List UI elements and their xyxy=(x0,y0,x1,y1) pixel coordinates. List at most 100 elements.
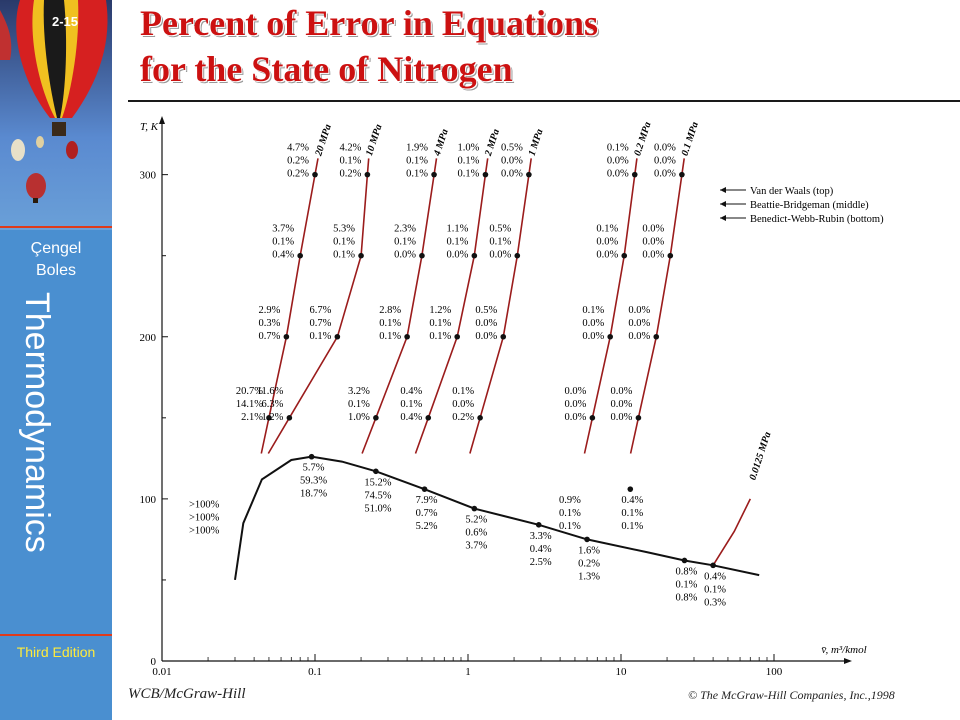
error-value: 0.0% xyxy=(607,169,629,180)
error-label: 0.0% 0.0% 0.0% xyxy=(565,386,587,423)
error-value: 2.8% xyxy=(379,305,401,316)
isobar-label: 0.1 MPa xyxy=(680,121,701,158)
state-point xyxy=(297,252,303,259)
error-value: 0.0% xyxy=(565,399,587,410)
error-value: 0.1% xyxy=(559,521,581,532)
isobar-label: 0.2 MPa xyxy=(632,121,653,158)
error-label: 3.2% 0.1% 1.0% xyxy=(348,386,370,423)
error-label: 4.2% 0.1% 0.2% xyxy=(340,143,362,180)
error-label: 0.4% 0.1% 0.3% xyxy=(704,571,726,608)
error-value: 0.3% xyxy=(259,318,281,329)
error-label: 15.2% 74.5% 51.0% xyxy=(364,477,391,514)
state-point xyxy=(635,415,642,421)
state-point xyxy=(421,486,428,492)
x-tick-label: 1 xyxy=(465,666,471,678)
error-label: 0.5% 0.0% 0.0% xyxy=(501,143,523,180)
error-value: 4.2% xyxy=(340,143,362,154)
error-value: 51.0% xyxy=(364,503,391,514)
error-value: >100% xyxy=(189,500,220,511)
error-value: 0.0% xyxy=(452,399,474,410)
error-value: 0.1% xyxy=(582,305,604,316)
error-label: 6.7% 0.7% 0.1% xyxy=(309,305,331,342)
error-value: 0.7% xyxy=(259,331,281,342)
state-point xyxy=(471,252,478,259)
state-point xyxy=(535,522,542,528)
x-tick-label: 10 xyxy=(616,666,628,678)
error-value: 0.0% xyxy=(642,224,664,235)
error-value: 0.1% xyxy=(333,237,355,248)
error-value: 0.4% xyxy=(272,250,294,261)
error-value: 5.2% xyxy=(465,515,487,526)
state-point xyxy=(373,415,379,421)
error-value: 2.9% xyxy=(259,305,281,316)
error-value: 0.0% xyxy=(654,156,676,167)
error-value: 14.1% xyxy=(236,399,263,410)
error-value: 59.3% xyxy=(300,476,327,487)
error-value: 0.1% xyxy=(394,237,416,248)
error-value: 0.2% xyxy=(578,558,600,569)
slide-title-line-1: Percent of Error in Equations xyxy=(140,3,598,43)
state-point xyxy=(607,333,614,340)
state-point xyxy=(404,333,410,340)
book-title-text: Thermodynamics xyxy=(18,292,56,553)
error-value: 0.4% xyxy=(621,495,643,506)
sidebar-panel: 2-15 Çengel Boles Thermodynamics Third E… xyxy=(0,0,112,720)
error-value: 0.1% xyxy=(559,508,581,519)
error-value: 0.0% xyxy=(628,318,650,329)
error-value: 0.1% xyxy=(429,318,451,329)
error-value: 0.2% xyxy=(452,412,474,423)
publisher-label: WCB/McGraw-Hill xyxy=(128,686,246,702)
error-value: 0.1% xyxy=(621,508,643,519)
error-value: 20.7% xyxy=(236,386,263,397)
error-value: 0.0% xyxy=(642,250,664,261)
error-value: 0.5% xyxy=(501,143,523,154)
error-value: 0.1% xyxy=(704,584,726,595)
error-value: 0.0% xyxy=(654,169,676,180)
x-tick-label: 100 xyxy=(766,666,783,678)
error-value: 0.0% xyxy=(642,237,664,248)
error-value: 0.0% xyxy=(596,250,618,261)
chart-legend: Van der Waals (top) Beattie-Bridgeman (mi… xyxy=(720,186,884,225)
error-value: 0.9% xyxy=(559,495,581,506)
error-value: 5.7% xyxy=(303,463,325,474)
error-label: 11.6% 6.3% 1.2% xyxy=(257,386,284,423)
error-label: 0.5% 0.1% 0.0% xyxy=(489,224,511,261)
error-label: 0.0% 0.0% 0.0% xyxy=(642,224,664,261)
error-value: 0.2% xyxy=(287,169,309,180)
error-value: 0.1% xyxy=(489,237,511,248)
error-label: 2.3% 0.1% 0.0% xyxy=(394,224,416,261)
state-point xyxy=(514,252,521,259)
error-value: 1.3% xyxy=(578,571,600,582)
state-point xyxy=(283,333,290,340)
state-point xyxy=(679,171,685,178)
x-tick-label: 0.1 xyxy=(308,666,322,678)
state-point xyxy=(266,415,272,421)
error-value: 0.4% xyxy=(400,386,422,397)
error-value: 1.1% xyxy=(446,224,468,235)
error-value: 0.8% xyxy=(676,566,698,577)
error-value: 0.0% xyxy=(475,318,497,329)
error-label: 1.0% 0.1% 0.1% xyxy=(458,143,480,180)
error-label: 0.1% 0.0% 0.0% xyxy=(596,224,618,261)
error-value: >100% xyxy=(189,526,220,537)
error-value: 2.1% xyxy=(241,412,263,423)
error-value: 5.3% xyxy=(333,224,355,235)
error-label: 0.5% 0.0% 0.0% xyxy=(475,305,497,342)
error-value: 0.4% xyxy=(704,571,726,582)
error-value: 0.0% xyxy=(446,250,468,261)
error-value: 0.1% xyxy=(596,224,618,235)
state-point xyxy=(627,486,634,492)
error-value: 3.7% xyxy=(465,541,487,552)
error-value: 74.5% xyxy=(364,490,391,501)
error-value: 0.8% xyxy=(676,592,698,603)
error-chart: 0.01 0.1 1 10 100 0 100 200 300 T, K v̄, m³/kmol 2… xyxy=(140,116,884,678)
legend-arrow-head xyxy=(720,215,726,221)
error-value: 0.1% xyxy=(458,156,480,167)
state-point xyxy=(419,252,425,259)
title-underline xyxy=(128,100,960,102)
error-label: 5.3% 0.1% 0.1% xyxy=(333,224,355,261)
error-value: 0.0% xyxy=(628,331,650,342)
error-value: 0.5% xyxy=(475,305,497,316)
error-value: 0.3% xyxy=(704,597,726,608)
error-value: 11.6% xyxy=(257,386,284,397)
